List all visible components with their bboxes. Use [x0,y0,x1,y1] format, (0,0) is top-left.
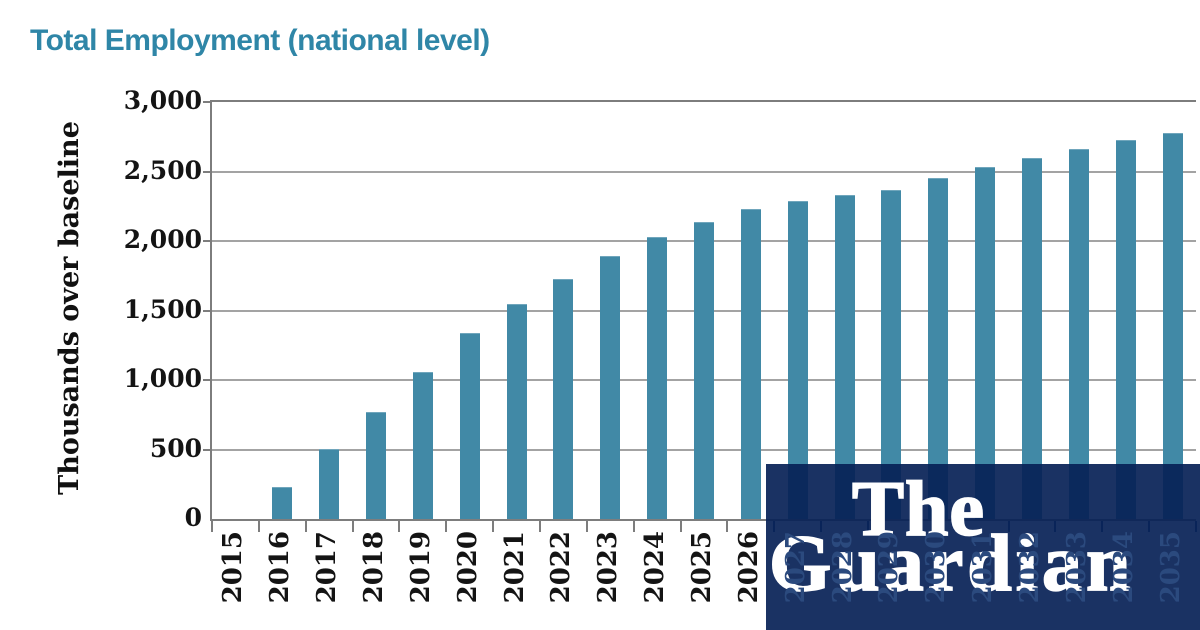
y-tick-label: 0 [184,503,202,532]
x-axis-tick [679,521,682,532]
bar-2023 [600,256,621,519]
x-axis-tick [445,521,448,532]
y-tick-label: 1,500 [123,294,202,324]
x-axis-tick [257,521,260,532]
bar-2025 [694,222,714,519]
x-tick-label: 2034 [1108,531,1139,604]
x-axis-tick [351,521,354,532]
x-tick-label: 2017 [312,531,343,604]
y-axis-tick [203,309,211,312]
bar-2020 [459,333,480,519]
x-axis-tick [398,521,401,532]
x-axis-tick [492,521,495,532]
y-tick-label: 1,000 [123,364,202,393]
y-axis-tick [203,101,211,103]
guardian-logo-text-the: The [851,465,986,552]
x-tick-label: 2028 [827,531,858,604]
bar-2030 [928,178,949,519]
x-tick-label: 2015 [218,531,249,604]
x-axis-tick [304,521,307,532]
y-tick-label: 3,000 [123,86,202,115]
x-tick-label: 2032 [1015,531,1045,604]
bar-2021 [506,304,527,519]
x-tick-label: 2027 [780,531,811,604]
bar-2032 [1022,158,1042,519]
y-tick-label: 2,500 [123,155,202,185]
x-tick-label: 2035 [1155,531,1186,604]
x-tick-label: 2031 [968,531,999,604]
y-axis-tick [203,240,211,242]
x-tick-label: 2024 [640,531,671,604]
x-axis-tick [211,521,213,532]
bar-2017 [319,449,340,519]
y-axis-title: Thousands over baseline [54,121,85,495]
plot-area [203,100,1197,532]
x-tick-label: 2029 [874,531,905,604]
bar-2027 [787,201,808,519]
bar-2033 [1068,149,1089,519]
x-tick-label: 2019 [405,531,436,604]
x-tick-label: 2018 [359,531,389,604]
y-tick-label: 500 [149,433,202,463]
y-axis-tick [203,170,211,173]
x-tick-label: 2026 [733,531,764,604]
x-tick-label: 2021 [499,531,530,604]
bar-2035 [1162,133,1183,519]
bar-2016 [272,487,293,519]
bar-2018 [366,412,386,519]
page-title: Total Employment (national level) [30,24,490,57]
x-tick-label: 2025 [687,531,717,604]
bar-2029 [881,190,902,519]
y-axis-tick [203,379,211,381]
x-axis-tick [726,521,729,532]
x-tick-label: 2030 [921,531,952,604]
gridline [212,170,1196,173]
bar-2024 [647,237,668,519]
y-axis-tick [203,448,211,451]
x-tick-label: 2022 [546,531,577,604]
x-axis-tick [632,521,635,532]
guardian-logo-text-guardian: Guardian [768,520,1135,608]
x-tick-label: 2033 [1061,531,1092,604]
guardian-logo: The Guardian [766,464,1200,630]
bar-2034 [1115,140,1136,519]
bar-2026 [740,209,761,519]
bar-2031 [975,167,996,519]
bar-2019 [412,372,433,519]
x-tick-label: 2023 [593,531,624,604]
x-tick-label: 2020 [452,531,483,604]
x-tick-label: 2016 [265,531,296,604]
bar-2028 [834,195,855,519]
x-axis-tick [585,521,588,532]
bar-2022 [553,279,574,519]
y-tick-label: 2,000 [123,225,202,254]
x-axis-tick [539,521,541,532]
